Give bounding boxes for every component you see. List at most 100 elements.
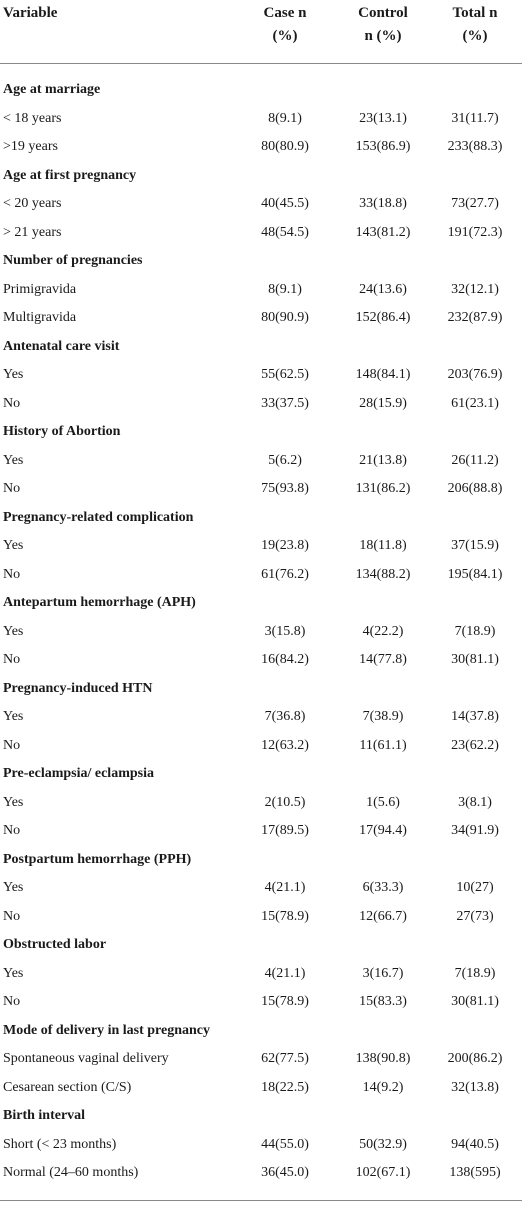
variable-cell: Primigravida [3,281,77,297]
case-cell: 75(93.8) [261,481,309,496]
variable-cell: Yes [3,794,24,810]
group-header-row: Pregnancy-related complication [0,504,522,533]
case-cell: 48(54.5) [261,224,309,240]
total-cell: 32(13.8) [451,1079,499,1095]
variable-cell: < 18 years [3,110,62,126]
table-row: No 33(37.5) 28(15.9) 61(23.1) [0,390,522,419]
variable-cell: Normal (24–60 months) [3,1165,139,1180]
variable-cell: Pregnancy-related complication [3,509,194,525]
group-header-row: Obstructed labor [0,931,522,960]
case-cell: 12(63.2) [261,737,309,753]
control-cell: 153(86.9) [355,139,411,154]
total-cell: 200(86.2) [447,1051,503,1066]
case-cell: 8(9.1) [268,281,302,297]
control-cell: 134(88.2) [355,566,411,582]
total-cell: 7(18.9) [454,623,496,639]
control-cell: 131(86.2) [355,481,411,496]
variable-cell: Multigravida [3,310,77,325]
case-cell: 36(45.0) [261,1165,309,1180]
table-row: Yes 3(15.8) 4(22.2) 7(18.9) [0,618,522,647]
table-row: < 20 years 40(45.5) 33(18.8) 73(27.7) [0,190,522,219]
control-cell: 15(83.3) [359,994,407,1009]
total-cell: 206(88.8) [447,481,503,496]
total-cell: 191(72.3) [447,224,503,240]
variable-cell: Yes [3,367,24,382]
case-cell: 8(9.1) [268,110,302,126]
control-cell: 17(94.4) [359,823,407,838]
control-cell: 11(61.1) [359,737,407,753]
table-row: Primigravida 8(9.1) 24(13.6) 32(12.1) [0,276,522,305]
total-cell: 203(76.9) [447,367,503,382]
header-total-line1: Total n [452,5,498,21]
variable-cell: Pregnancy-induced HTN [3,680,153,696]
total-cell: 233(88.3) [447,139,503,154]
total-cell: 27(73) [456,908,494,924]
table-row: Yes 19(23.8) 18(11.8) 37(15.9) [0,532,522,561]
case-cell: 17(89.5) [261,823,309,838]
case-cell: 40(45.5) [261,196,309,211]
case-cell: 55(62.5) [261,367,309,382]
control-cell: 28(15.9) [359,395,407,411]
variable-cell: Spontaneous vaginal delivery [3,1051,169,1066]
variable-cell: Cesarean section (C/S) [3,1079,132,1095]
header-control-line2: n (%) [364,28,402,44]
group-header-row: Birth interval [0,1102,522,1131]
variable-cell: Yes [3,709,24,724]
group-header-row: Age at first pregnancy [0,162,522,191]
table-row: Yes 4(21.1) 3(16.7) 7(18.9) [0,960,522,989]
table-row: Yes 4(21.1) 6(33.3) 10(27) [0,874,522,903]
control-cell: 152(86.4) [355,310,411,325]
variable-cell: Yes [3,623,24,639]
variable-cell: No [3,481,21,496]
variable-cell: Short (< 23 months) [3,1136,117,1152]
case-cell: 80(80.9) [261,139,309,154]
total-cell: 14(37.8) [451,709,499,724]
control-cell: 143(81.2) [355,224,411,240]
control-cell: 23(13.1) [359,110,407,126]
case-cell: 19(23.8) [261,538,309,553]
table-row: Yes 2(10.5) 1(5.6) 3(8.1) [0,789,522,818]
control-cell: 14(9.2) [362,1079,404,1095]
variable-cell: Postpartum hemorrhage (PPH) [3,851,192,867]
variable-cell: Age at marriage [3,82,101,97]
header-case-line2: (%) [272,28,298,44]
total-cell: 232(87.9) [447,310,503,325]
total-cell: 30(81.1) [451,652,499,667]
control-cell: 18(11.8) [359,538,407,553]
case-cell: 18(22.5) [261,1079,309,1095]
header-variable-label: Variable [3,5,58,21]
header-control: Control n (%) [340,2,426,48]
table-row: Cesarean section (C/S) 18(22.5) 14(9.2) 32(… [0,1074,522,1103]
case-cell: 16(84.2) [261,652,309,667]
variable-cell: Age at first pregnancy [3,167,137,183]
control-cell: 3(16.7) [362,965,404,981]
table-header: Variable Case n (%) Control n (%) Total … [0,2,522,48]
case-cell: 44(55.0) [261,1136,309,1152]
variable-cell: > 21 years [3,224,62,240]
variable-cell: No [3,652,21,667]
case-cell: 5(6.2) [268,452,302,468]
header-rule [0,63,522,64]
table-row: No 75(93.8) 131(86.2) 206(88.8) [0,475,522,504]
variable-cell: No [3,823,21,838]
variable-cell: No [3,737,21,753]
control-cell: 24(13.6) [359,281,407,297]
total-cell: 37(15.9) [451,538,499,553]
variable-cell: No [3,994,21,1009]
total-cell: 10(27) [456,880,494,895]
header-variable: Variable [3,2,57,25]
case-cell: 15(78.9) [261,908,309,924]
case-cell: 80(90.9) [261,310,309,325]
variable-cell: Yes [3,452,24,468]
group-header-row: Postpartum hemorrhage (PPH) [0,846,522,875]
control-cell: 102(67.1) [355,1165,411,1180]
case-cell: 15(78.9) [261,994,309,1009]
variable-cell: Mode of delivery in last pregnancy [3,1022,211,1038]
variable-cell: Antenatal care visit [3,338,120,354]
variable-cell: < 20 years [3,196,62,211]
variable-cell: Yes [3,538,24,553]
variable-cell: No [3,566,21,582]
case-cell: 2(10.5) [264,794,306,810]
total-cell: 195(84.1) [447,566,503,582]
